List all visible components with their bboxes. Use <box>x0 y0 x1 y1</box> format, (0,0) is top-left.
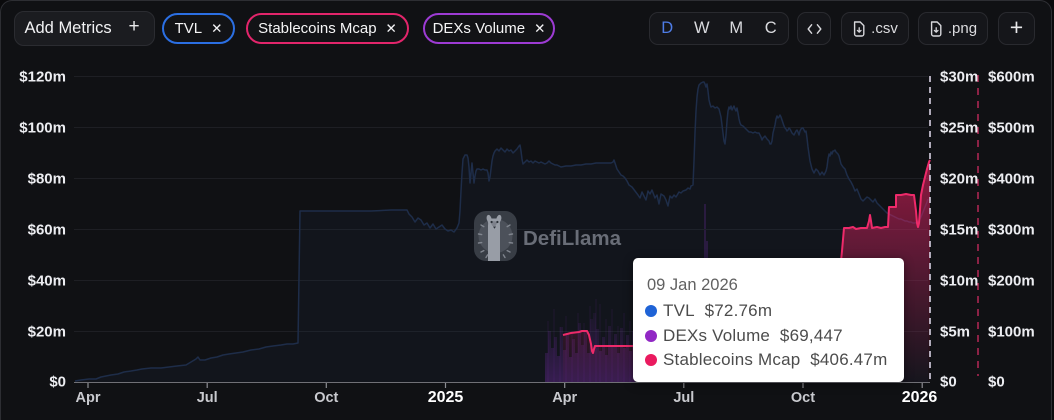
svg-text:$500m: $500m <box>988 120 1035 137</box>
svg-text:$15m: $15m <box>940 222 978 239</box>
svg-text:$10m: $10m <box>940 273 978 290</box>
svg-text:$120m: $120m <box>19 69 66 86</box>
svg-text:$40m: $40m <box>28 273 66 290</box>
svg-text:$80m: $80m <box>28 171 66 188</box>
svg-text:$5m: $5m <box>940 324 970 341</box>
svg-text:$20m: $20m <box>28 324 66 341</box>
svg-text:$600m: $600m <box>988 69 1035 86</box>
svg-text:$0: $0 <box>940 374 957 391</box>
svg-text:2025: 2025 <box>428 389 464 406</box>
svg-text:$25m: $25m <box>940 120 978 137</box>
svg-text:Oct: Oct <box>791 390 815 406</box>
svg-text:DefiLlama: DefiLlama <box>523 227 622 250</box>
svg-text:$60m: $60m <box>28 222 66 239</box>
svg-text:$30m: $30m <box>940 69 978 86</box>
svg-text:Apr: Apr <box>552 390 577 406</box>
svg-text:$200m: $200m <box>988 273 1035 290</box>
svg-text:$400m: $400m <box>988 171 1035 188</box>
svg-text:$100m: $100m <box>19 120 66 137</box>
svg-text:Jul: Jul <box>197 390 218 406</box>
svg-text:$300m: $300m <box>988 222 1035 239</box>
svg-text:2026: 2026 <box>902 389 938 406</box>
svg-text:$0: $0 <box>49 374 66 391</box>
svg-text:$20m: $20m <box>940 171 978 188</box>
svg-text:Jul: Jul <box>673 390 694 406</box>
svg-text:$0: $0 <box>988 374 1005 391</box>
svg-text:Oct: Oct <box>314 390 338 406</box>
svg-text:Apr: Apr <box>76 390 101 406</box>
svg-text:$100m: $100m <box>988 324 1035 341</box>
